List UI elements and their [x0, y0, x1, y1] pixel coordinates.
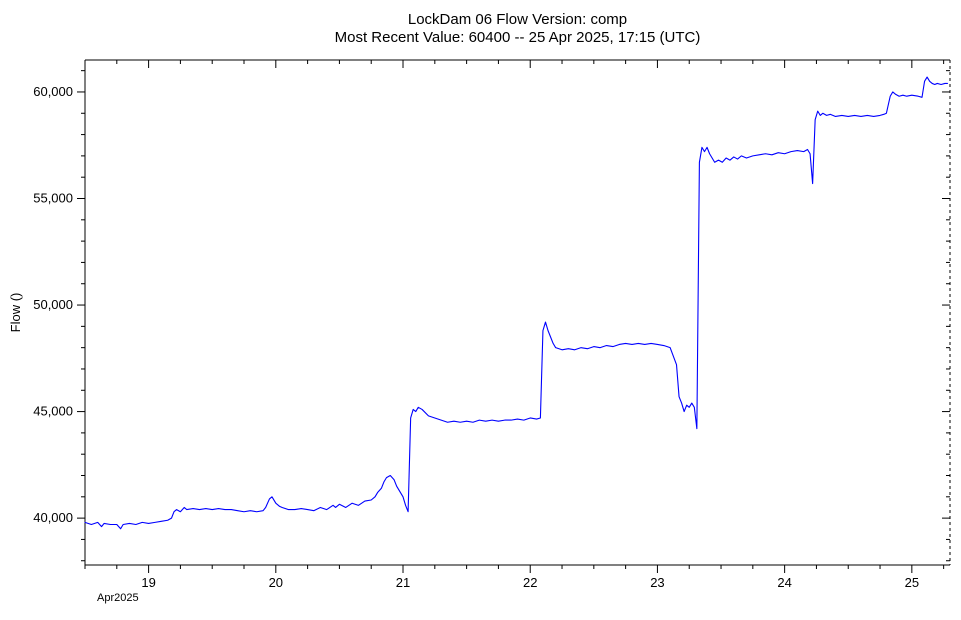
x-tick-label: 21 [396, 575, 410, 590]
chart-subtitle: Most Recent Value: 60400 -- 25 Apr 2025,… [335, 29, 701, 46]
chart-title: LockDam 06 Flow Version: comp [408, 11, 627, 28]
month-label: Apr2025 [97, 592, 139, 604]
x-tick-label: 23 [650, 575, 664, 590]
x-tick-label: 25 [905, 575, 919, 590]
flow-chart: LockDam 06 Flow Version: compMost Recent… [0, 0, 961, 620]
chart-container: LockDam 06 Flow Version: compMost Recent… [0, 0, 961, 620]
y-tick-label: 55,000 [33, 191, 73, 206]
y-tick-label: 50,000 [33, 297, 73, 312]
y-axis-title: Flow () [8, 293, 23, 333]
y-tick-label: 45,000 [33, 404, 73, 419]
y-tick-label: 40,000 [33, 510, 73, 525]
x-tick-label: 22 [523, 575, 537, 590]
x-tick-label: 20 [269, 575, 283, 590]
x-tick-label: 19 [141, 575, 155, 590]
y-tick-label: 60,000 [33, 84, 73, 99]
flow-series-line [85, 77, 947, 529]
x-tick-label: 24 [777, 575, 791, 590]
